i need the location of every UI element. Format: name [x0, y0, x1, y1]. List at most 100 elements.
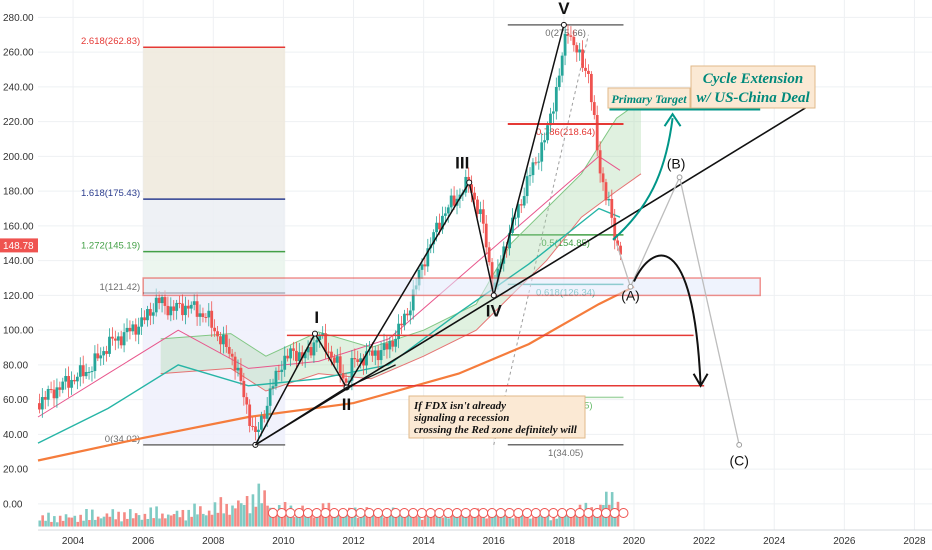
candle-body	[607, 199, 611, 201]
volume-bar	[421, 519, 424, 527]
candle-body	[423, 264, 427, 267]
candle-body	[332, 357, 336, 363]
candle-body	[376, 350, 380, 361]
candle-body	[353, 358, 357, 360]
candle-body	[43, 397, 47, 400]
volume-bar	[453, 515, 456, 527]
fib-level-label: 0(34.02)	[105, 434, 140, 445]
wave-label: I	[314, 308, 319, 327]
volume-bar	[342, 510, 345, 527]
candle-body	[487, 247, 491, 263]
candle-body	[481, 209, 485, 224]
candle-body	[119, 336, 123, 346]
volume-bar	[540, 511, 544, 527]
earnings-marker	[346, 508, 357, 518]
volume-bar	[210, 514, 214, 527]
volume-bar	[444, 514, 447, 527]
volume-bar	[552, 515, 556, 527]
volume-bar	[292, 516, 296, 527]
earnings-marker	[478, 508, 489, 518]
candle-body	[330, 351, 333, 358]
projection-paths: (A) (B) (C)	[609, 108, 761, 469]
primary-target-label: Primary Target	[611, 92, 687, 106]
y-tick-label: 20.00	[3, 465, 28, 476]
volume-bar	[50, 521, 53, 527]
moving-average-orange	[37, 285, 635, 462]
x-tick-label: 2020	[623, 536, 646, 547]
volume-bar	[494, 509, 497, 527]
candle-body	[438, 222, 441, 230]
volume-bar	[134, 513, 138, 527]
candle-body	[137, 326, 141, 335]
recession-annotation: If FDX isn't already signaling a recessi…	[408, 395, 586, 439]
volume-bar	[388, 514, 392, 527]
volume-bar	[470, 510, 474, 527]
volume-bar	[146, 518, 150, 527]
volume-bar	[345, 512, 348, 527]
earnings-marker	[338, 508, 349, 518]
earnings-marker	[460, 508, 471, 518]
volume-bar	[263, 490, 266, 527]
volume-bar	[318, 515, 322, 527]
primary-target-annotation: Primary Target	[607, 87, 691, 109]
volume-bar	[219, 497, 223, 527]
candle-body	[379, 350, 383, 361]
candle-body	[338, 356, 342, 374]
candle-body	[163, 297, 167, 306]
volume-bar	[64, 514, 68, 527]
volume-bar	[485, 518, 488, 527]
last-price-tag: 148.78	[0, 238, 38, 253]
volume-bar	[108, 516, 112, 527]
projection-label: (B)	[667, 156, 686, 172]
candle-body	[522, 196, 526, 206]
candle-body	[192, 301, 196, 305]
candle-body	[131, 324, 135, 332]
volume-bar	[558, 513, 561, 527]
bullish-extension-curve	[612, 118, 674, 241]
y-tick-label: 200.00	[3, 152, 34, 163]
candle-body	[125, 327, 129, 333]
candle-body	[350, 358, 354, 381]
candle-body	[219, 336, 222, 345]
projection-label: (C)	[729, 453, 748, 469]
volume-bar	[450, 513, 453, 527]
x-tick-label: 2014	[413, 536, 436, 547]
cycle-extension-box	[690, 65, 816, 109]
candle-body	[254, 426, 257, 432]
recession-line1: If FDX isn't already	[413, 400, 506, 412]
candle-body	[300, 352, 304, 359]
volume-bar	[123, 512, 126, 527]
volume-bar	[482, 511, 485, 527]
candle-body	[90, 371, 94, 373]
candle-body	[528, 175, 532, 177]
earnings-marker	[504, 508, 515, 518]
wave-pivot	[560, 21, 567, 28]
earnings-marker	[609, 508, 620, 518]
candle-body	[519, 204, 523, 206]
candle-body	[61, 381, 65, 390]
candle-body	[40, 397, 44, 410]
ichimoku-span-a	[160, 100, 642, 357]
volume-bar	[96, 516, 100, 527]
earnings-marker	[390, 508, 401, 518]
volume-bar	[85, 509, 88, 527]
volume-bar	[593, 512, 596, 527]
y-tick-label: 60.00	[3, 395, 28, 406]
candle-body	[93, 353, 97, 372]
volume-bar	[76, 521, 80, 527]
candle-body	[537, 161, 541, 163]
fib-retracement-trend	[493, 34, 589, 445]
candle-body	[236, 367, 240, 371]
volume-bar	[409, 514, 412, 527]
x-tick-label: 2024	[763, 536, 786, 547]
volume-bar	[339, 513, 342, 527]
earnings-marker	[355, 508, 366, 518]
volume-bar	[432, 511, 436, 527]
candle-body	[531, 162, 535, 176]
volume-bar	[310, 510, 313, 527]
candle-body	[315, 340, 319, 343]
volume-bar	[397, 512, 401, 527]
x-tick-label: 2008	[202, 536, 225, 547]
abc-projection-path	[615, 175, 740, 446]
candle-body	[102, 351, 106, 356]
